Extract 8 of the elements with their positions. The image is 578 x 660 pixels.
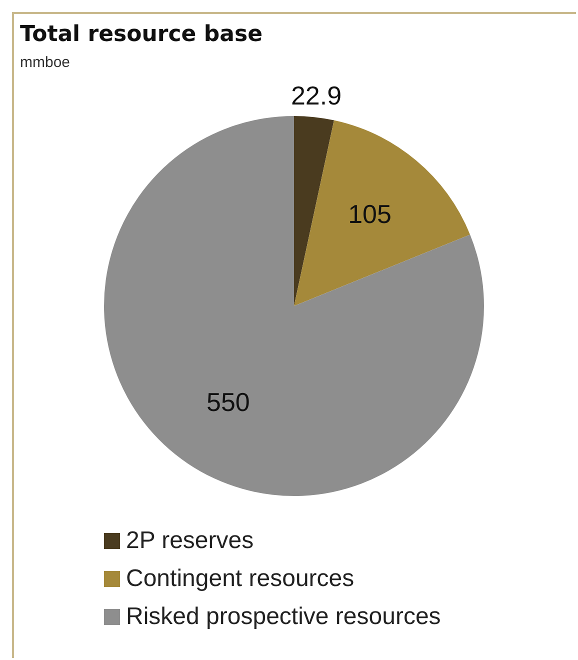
chart-title: Total resource base	[20, 22, 262, 47]
chart-subtitle: mmboe	[20, 54, 70, 71]
legend-label: Contingent resources	[126, 565, 354, 593]
data-label: 22.9	[290, 80, 342, 110]
legend-label: Risked prospective resources	[126, 603, 441, 631]
data-label: 105	[348, 198, 392, 229]
data-label: 550	[206, 386, 250, 417]
legend-label: 2P reserves	[126, 527, 254, 555]
